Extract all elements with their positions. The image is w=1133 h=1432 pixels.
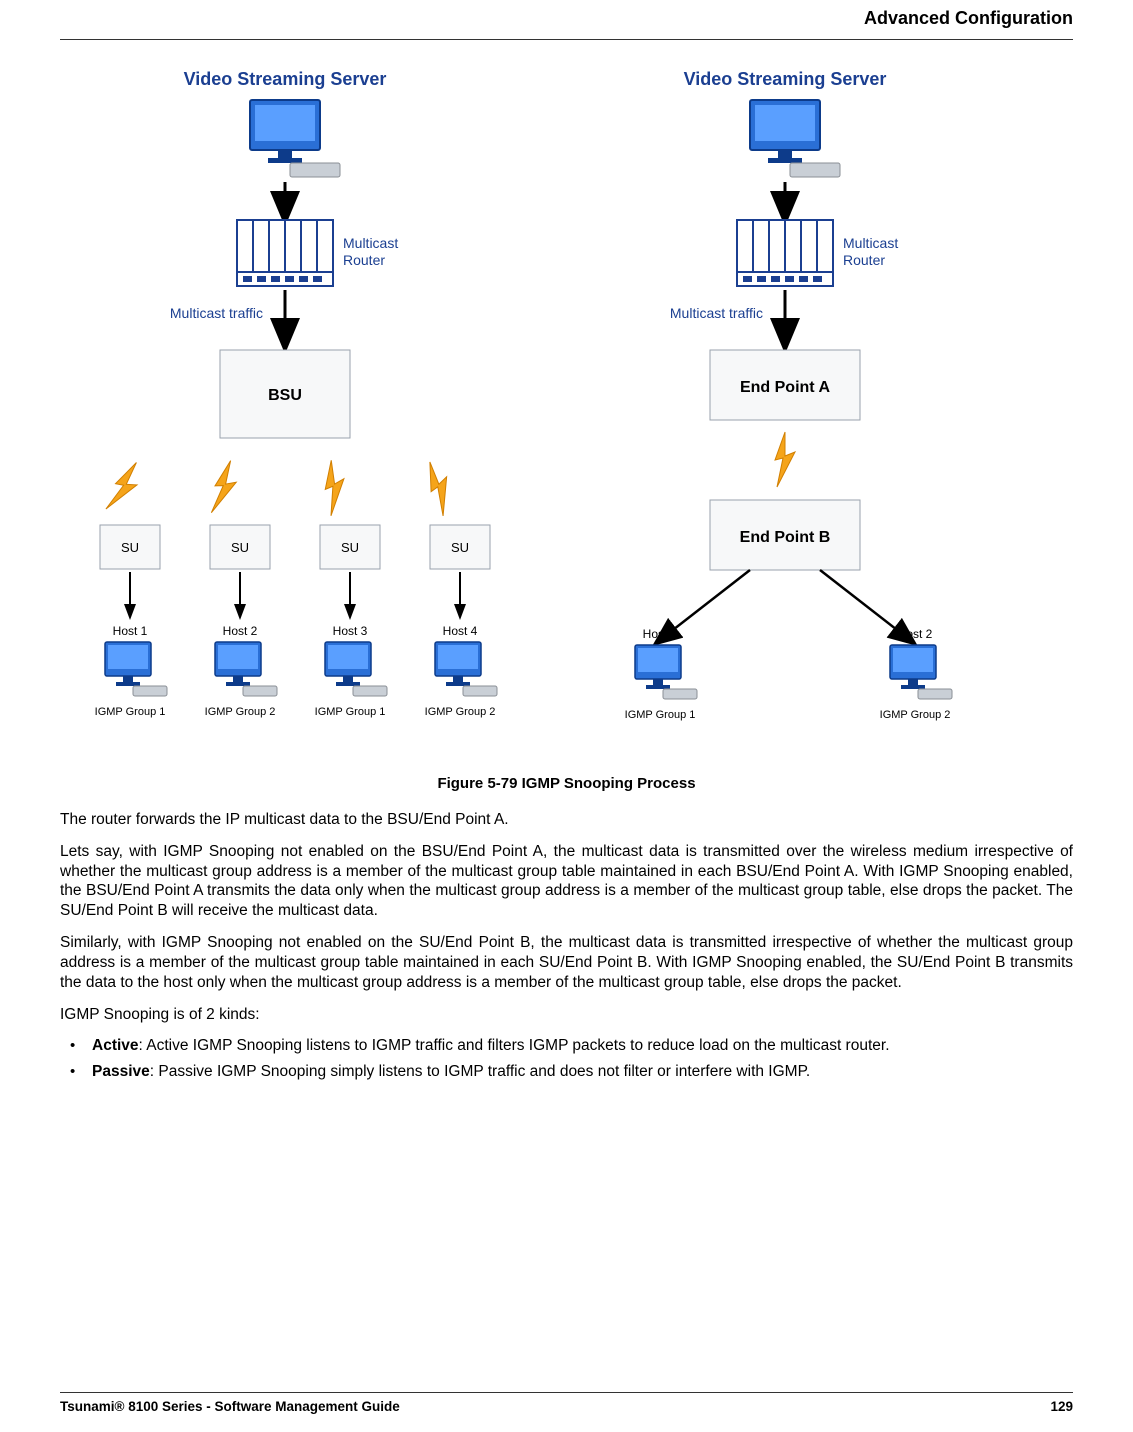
header-rule bbox=[60, 39, 1073, 40]
su-label: SU bbox=[121, 540, 139, 555]
host-label: Host 2 bbox=[898, 627, 933, 641]
footer-page-number: 129 bbox=[1050, 1399, 1073, 1414]
host-monitor-icon bbox=[635, 645, 697, 699]
bsu-label: BSU bbox=[268, 387, 302, 404]
left-router-label-2: Router bbox=[343, 252, 385, 268]
paragraph-1: The router forwards the IP multicast dat… bbox=[60, 810, 1073, 830]
right-traffic-label: Multicast traffic bbox=[670, 305, 763, 321]
right-router-label-2: Router bbox=[843, 252, 885, 268]
bullet-active: Active: Active IGMP Snooping listens to … bbox=[92, 1036, 1073, 1056]
bolt-icon bbox=[775, 432, 795, 487]
group-label: IGMP Group 1 bbox=[625, 709, 696, 721]
su-label: SU bbox=[451, 540, 469, 555]
figure-caption: Figure 5-79 IGMP Snooping Process bbox=[60, 775, 1073, 792]
group-label: IGMP Group 1 bbox=[95, 706, 166, 718]
host-monitor-icon bbox=[325, 642, 387, 696]
endpoint-b-label: End Point B bbox=[740, 529, 831, 546]
su-label: SU bbox=[341, 540, 359, 555]
right-title: Video Streaming Server bbox=[684, 69, 887, 89]
host-monitor-icon bbox=[215, 642, 277, 696]
page-footer: Tsunami® 8100 Series - Software Manageme… bbox=[60, 1392, 1073, 1414]
group-label: IGMP Group 1 bbox=[315, 706, 386, 718]
endpoint-a-label: End Point A bbox=[740, 379, 831, 396]
router-icon bbox=[237, 220, 333, 286]
group-label: IGMP Group 2 bbox=[880, 709, 951, 721]
page-header-title: Advanced Configuration bbox=[60, 0, 1073, 39]
body-text: The router forwards the IP multicast dat… bbox=[60, 810, 1073, 1082]
left-traffic-label: Multicast traffic bbox=[170, 305, 263, 321]
host-label: Host 4 bbox=[443, 624, 478, 638]
host-label: Host 1 bbox=[643, 627, 678, 641]
su-label: SU bbox=[231, 540, 249, 555]
bolt-icon bbox=[104, 438, 460, 517]
paragraph-2: Lets say, with IGMP Snooping not enabled… bbox=[60, 842, 1073, 921]
group-label: IGMP Group 2 bbox=[425, 706, 496, 718]
host-monitor-icon bbox=[435, 642, 497, 696]
host-label: Host 1 bbox=[113, 624, 148, 638]
figure-diagram: Video Streaming Server Multicast Router … bbox=[60, 60, 1073, 765]
left-title: Video Streaming Server bbox=[184, 69, 387, 89]
group-label: IGMP Group 2 bbox=[205, 706, 276, 718]
host-label: Host 2 bbox=[223, 624, 258, 638]
bullet-passive: Passive: Passive IGMP Snooping simply li… bbox=[92, 1062, 1073, 1082]
left-router-label-1: Multicast bbox=[343, 235, 398, 251]
paragraph-4: IGMP Snooping is of 2 kinds: bbox=[60, 1005, 1073, 1025]
host-label: Host 3 bbox=[333, 624, 368, 638]
router-icon bbox=[737, 220, 833, 286]
footer-left: Tsunami® 8100 Series - Software Manageme… bbox=[60, 1399, 400, 1414]
server-icon bbox=[750, 100, 840, 177]
host-monitor-icon bbox=[890, 645, 952, 699]
host-monitor-icon bbox=[105, 642, 167, 696]
server-icon bbox=[250, 100, 340, 177]
right-router-label-1: Multicast bbox=[843, 235, 898, 251]
paragraph-3: Similarly, with IGMP Snooping not enable… bbox=[60, 933, 1073, 992]
